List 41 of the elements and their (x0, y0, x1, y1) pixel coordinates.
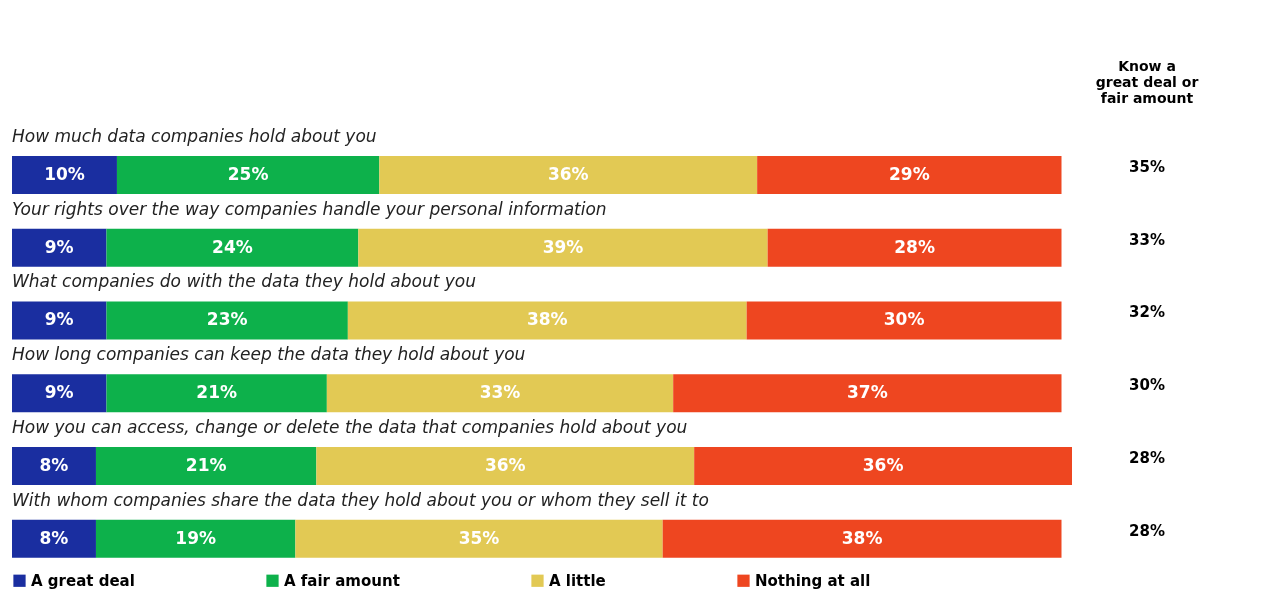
data-label: 24% (212, 236, 253, 257)
data-label: 38% (841, 527, 883, 548)
data-label: 9% (44, 309, 74, 330)
data-label: 36% (862, 454, 904, 475)
text: 35% (1129, 158, 1165, 176)
text: 33% (1129, 230, 1165, 249)
data-label: 37% (846, 382, 888, 403)
data-label: 21% (196, 382, 238, 403)
data-label: 9% (44, 236, 74, 257)
data-label: 19% (175, 527, 217, 548)
y-tick-label: Your rights over the way companies handle your personal information (12, 198, 607, 219)
text: 28% (1129, 521, 1165, 540)
text: 32% (1129, 303, 1165, 322)
legend-label: Nothing at all (755, 571, 871, 590)
y-tick-label: How long companies can keep the data they hold about you (12, 344, 526, 365)
data-label: 29% (888, 164, 930, 184)
data-label: 28% (894, 236, 935, 257)
text: 30% (1129, 376, 1165, 395)
data-label: 36% (484, 454, 526, 475)
y-tick-label: How much data companies hold about you (12, 126, 377, 146)
legend-label: A fair amount (284, 571, 400, 590)
data-label: 36% (547, 164, 589, 184)
data-label: 8% (39, 527, 69, 548)
data-label: 21% (185, 454, 227, 475)
data-label: 10% (44, 164, 85, 184)
data-label: 25% (227, 164, 269, 184)
data-label: 23% (206, 309, 248, 330)
data-label: 38% (526, 309, 568, 330)
legend-label: A little (549, 571, 606, 590)
data-label: 33% (479, 382, 521, 403)
data-label: 35% (458, 527, 500, 548)
y-tick-label: What companies do with the data they hold about you (12, 271, 477, 292)
data-label: 30% (883, 309, 925, 330)
y-tick-label: With whom companies share the data they hold about you or whom they sell it to (12, 489, 709, 510)
text: Know a great deal or fair amount (1095, 58, 1199, 106)
legend-label: A great deal (31, 571, 135, 590)
y-tick-label: How you can access, change or delete the data that companies hold about you (12, 416, 688, 437)
data-label: 8% (39, 454, 69, 475)
data-label: 9% (44, 382, 74, 403)
text: 28% (1129, 448, 1165, 467)
data-label: 39% (542, 236, 584, 257)
